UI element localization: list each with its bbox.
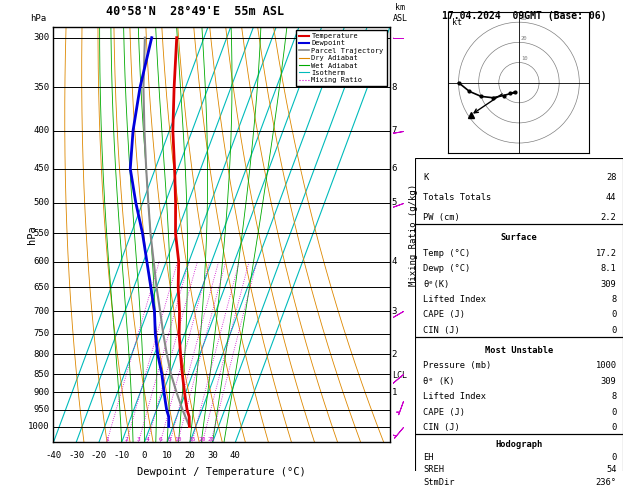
Text: CAPE (J): CAPE (J) xyxy=(423,311,465,319)
Text: 28: 28 xyxy=(606,174,616,182)
Text: Totals Totals: Totals Totals xyxy=(423,193,492,202)
Text: 6: 6 xyxy=(392,164,397,173)
Text: PW (cm): PW (cm) xyxy=(423,213,460,222)
Legend: Temperature, Dewpoint, Parcel Trajectory, Dry Adiabat, Wet Adiabat, Isotherm, Mi: Temperature, Dewpoint, Parcel Trajectory… xyxy=(296,30,386,86)
Text: 650: 650 xyxy=(33,283,50,292)
Text: 7: 7 xyxy=(392,126,397,135)
Text: 30: 30 xyxy=(207,451,218,460)
Bar xyxy=(415,434,623,486)
Text: 8: 8 xyxy=(611,295,616,304)
Text: 8: 8 xyxy=(392,83,397,92)
Text: 309: 309 xyxy=(601,279,616,289)
Text: 8: 8 xyxy=(168,437,172,442)
Text: 6: 6 xyxy=(159,437,162,442)
Text: 700: 700 xyxy=(33,307,50,316)
Text: Dewp (°C): Dewp (°C) xyxy=(423,264,470,273)
Text: 0: 0 xyxy=(611,408,616,417)
Text: 17.2: 17.2 xyxy=(596,249,616,258)
Text: 20: 20 xyxy=(521,36,528,41)
Text: -40: -40 xyxy=(45,451,62,460)
Text: 950: 950 xyxy=(33,405,50,415)
Text: 44: 44 xyxy=(606,193,616,202)
Text: 25: 25 xyxy=(207,437,214,442)
Text: 0: 0 xyxy=(611,311,616,319)
Text: SREH: SREH xyxy=(423,465,445,474)
Text: 20: 20 xyxy=(199,437,206,442)
Text: 5: 5 xyxy=(392,198,397,207)
Text: 400: 400 xyxy=(33,126,50,135)
Text: Mixing Ratio (g/kg): Mixing Ratio (g/kg) xyxy=(409,183,418,286)
Text: LCL: LCL xyxy=(392,371,407,381)
Bar xyxy=(415,337,623,434)
Text: θᵉ (K): θᵉ (K) xyxy=(423,377,455,386)
Text: Temp (°C): Temp (°C) xyxy=(423,249,470,258)
Text: 0: 0 xyxy=(611,423,616,432)
Text: 54: 54 xyxy=(606,465,616,474)
Text: 350: 350 xyxy=(33,83,50,92)
Text: 309: 309 xyxy=(601,377,616,386)
Text: 10: 10 xyxy=(174,437,181,442)
Text: 3: 3 xyxy=(136,437,140,442)
Text: 10: 10 xyxy=(162,451,172,460)
Text: 20: 20 xyxy=(184,451,195,460)
Text: Hodograph: Hodograph xyxy=(495,440,543,450)
Text: 30: 30 xyxy=(521,16,528,21)
Text: 40: 40 xyxy=(230,451,241,460)
Bar xyxy=(415,158,623,224)
Text: 500: 500 xyxy=(33,198,50,207)
Text: 40°58'N  28°49'E  55m ASL: 40°58'N 28°49'E 55m ASL xyxy=(106,5,284,18)
Text: 4: 4 xyxy=(145,437,149,442)
Text: 800: 800 xyxy=(33,350,50,359)
Text: 236°: 236° xyxy=(596,478,616,486)
Text: km
ASL: km ASL xyxy=(392,3,408,22)
Text: 900: 900 xyxy=(33,388,50,397)
Text: CAPE (J): CAPE (J) xyxy=(423,408,465,417)
Text: 300: 300 xyxy=(33,33,50,42)
Text: 1: 1 xyxy=(105,437,109,442)
Text: hPa: hPa xyxy=(26,225,36,244)
Text: 10: 10 xyxy=(521,56,528,61)
Text: Dewpoint / Temperature (°C): Dewpoint / Temperature (°C) xyxy=(137,467,306,477)
Text: Most Unstable: Most Unstable xyxy=(485,346,553,355)
Text: 600: 600 xyxy=(33,257,50,266)
Text: 2.2: 2.2 xyxy=(601,213,616,222)
Text: 4: 4 xyxy=(392,257,397,266)
Text: θᵉ(K): θᵉ(K) xyxy=(423,279,450,289)
Text: CIN (J): CIN (J) xyxy=(423,326,460,335)
Text: 450: 450 xyxy=(33,164,50,173)
Text: 3: 3 xyxy=(392,307,397,316)
Text: 850: 850 xyxy=(33,369,50,379)
Text: K: K xyxy=(423,174,429,182)
Text: 750: 750 xyxy=(33,329,50,338)
Text: 17.04.2024  09GMT (Base: 06): 17.04.2024 09GMT (Base: 06) xyxy=(442,11,606,21)
Text: Surface: Surface xyxy=(501,233,537,242)
Text: 15: 15 xyxy=(188,437,196,442)
Text: 2: 2 xyxy=(392,350,397,359)
Text: 8.1: 8.1 xyxy=(601,264,616,273)
Text: -20: -20 xyxy=(91,451,107,460)
Text: 0: 0 xyxy=(611,453,616,462)
Text: 2: 2 xyxy=(125,437,128,442)
Text: 1000: 1000 xyxy=(596,362,616,370)
Text: 1000: 1000 xyxy=(28,422,50,431)
Text: -30: -30 xyxy=(68,451,84,460)
Text: EH: EH xyxy=(423,453,434,462)
Text: 550: 550 xyxy=(33,229,50,238)
Text: kt: kt xyxy=(452,18,462,27)
Text: 1: 1 xyxy=(392,388,397,397)
Text: Lifted Index: Lifted Index xyxy=(423,295,486,304)
Text: 8: 8 xyxy=(611,392,616,401)
Text: StmDir: StmDir xyxy=(423,478,455,486)
Text: 0: 0 xyxy=(142,451,147,460)
Text: -10: -10 xyxy=(114,451,130,460)
Bar xyxy=(415,224,623,337)
Text: 0: 0 xyxy=(611,326,616,335)
Text: hPa: hPa xyxy=(30,14,47,22)
Text: Lifted Index: Lifted Index xyxy=(423,392,486,401)
Text: CIN (J): CIN (J) xyxy=(423,423,460,432)
Text: Pressure (mb): Pressure (mb) xyxy=(423,362,492,370)
